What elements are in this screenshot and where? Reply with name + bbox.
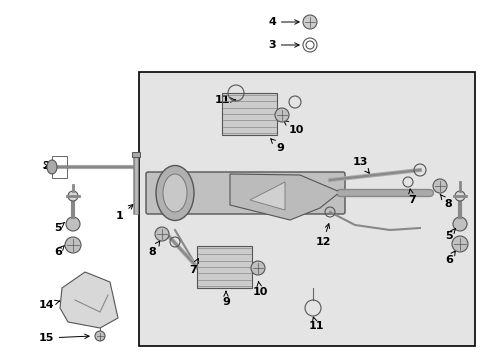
Bar bbox=[139, 72, 474, 346]
Polygon shape bbox=[229, 174, 339, 220]
Text: 10: 10 bbox=[252, 282, 267, 297]
Ellipse shape bbox=[452, 217, 466, 231]
Text: 6: 6 bbox=[54, 245, 64, 257]
Text: 5: 5 bbox=[54, 222, 64, 233]
Ellipse shape bbox=[95, 331, 105, 341]
Ellipse shape bbox=[68, 191, 78, 201]
Text: 2: 2 bbox=[42, 161, 50, 171]
Ellipse shape bbox=[47, 160, 57, 174]
Text: 6: 6 bbox=[444, 251, 454, 265]
Ellipse shape bbox=[274, 108, 288, 122]
Ellipse shape bbox=[454, 191, 464, 201]
Text: 11: 11 bbox=[307, 317, 323, 331]
Text: 3: 3 bbox=[267, 40, 299, 50]
Polygon shape bbox=[60, 272, 118, 328]
Text: 13: 13 bbox=[351, 157, 368, 173]
Ellipse shape bbox=[303, 15, 316, 29]
Polygon shape bbox=[249, 182, 285, 210]
Text: 8: 8 bbox=[439, 194, 451, 209]
Ellipse shape bbox=[432, 179, 446, 193]
Text: 12: 12 bbox=[315, 224, 330, 247]
Text: 11: 11 bbox=[214, 95, 235, 105]
Bar bbox=[52, 156, 67, 178]
Text: 7: 7 bbox=[189, 258, 198, 275]
Text: 4: 4 bbox=[267, 17, 299, 27]
Text: 10: 10 bbox=[283, 121, 303, 135]
Text: 7: 7 bbox=[407, 189, 415, 205]
Text: 9: 9 bbox=[222, 291, 229, 307]
Ellipse shape bbox=[155, 227, 169, 241]
Ellipse shape bbox=[66, 217, 80, 231]
Bar bbox=[222, 93, 276, 135]
Text: 5: 5 bbox=[444, 228, 455, 241]
Ellipse shape bbox=[156, 166, 194, 220]
Ellipse shape bbox=[65, 237, 81, 253]
Text: 15: 15 bbox=[38, 333, 89, 343]
Ellipse shape bbox=[451, 236, 467, 252]
Bar bbox=[132, 152, 140, 157]
FancyBboxPatch shape bbox=[146, 172, 345, 214]
Text: 8: 8 bbox=[148, 241, 160, 257]
Text: 14: 14 bbox=[38, 300, 60, 310]
Ellipse shape bbox=[250, 261, 264, 275]
Bar bbox=[197, 246, 251, 288]
Text: 9: 9 bbox=[270, 139, 284, 153]
Text: 1: 1 bbox=[116, 204, 133, 221]
Ellipse shape bbox=[163, 174, 186, 212]
